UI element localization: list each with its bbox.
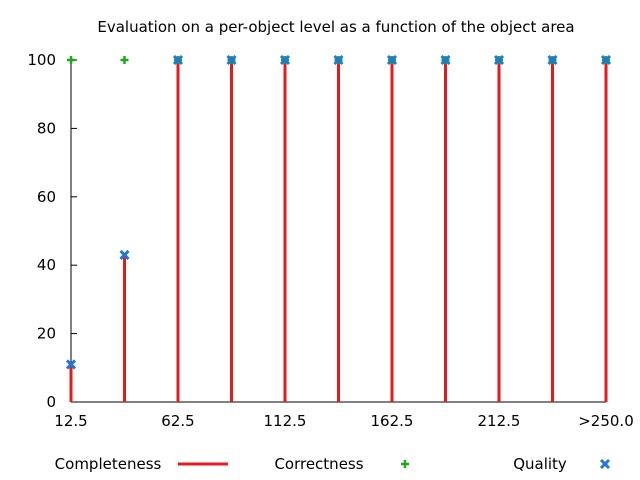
y-tick-label: 60 bbox=[37, 188, 56, 206]
marks-group bbox=[65, 54, 612, 402]
quality-point bbox=[547, 54, 558, 66]
quality-marker-b bbox=[600, 54, 612, 66]
quality-marker-b bbox=[279, 54, 291, 66]
quality-marker-b bbox=[386, 54, 398, 66]
quality-point bbox=[386, 54, 398, 66]
quality-point bbox=[440, 54, 451, 66]
legend-swatch-correctness bbox=[401, 460, 409, 468]
correctness-point bbox=[67, 56, 75, 64]
y-tick-label: 40 bbox=[37, 256, 56, 274]
quality-marker-b bbox=[119, 249, 130, 261]
legend-label-quality: Quality bbox=[513, 455, 567, 473]
x-tick-label: 162.5 bbox=[371, 412, 414, 430]
quality-point bbox=[119, 249, 130, 261]
x-tick-label: >250.0 bbox=[578, 412, 634, 430]
quality-point bbox=[333, 54, 344, 66]
quality-marker-b bbox=[493, 54, 505, 66]
y-tick-label: 0 bbox=[46, 393, 56, 411]
legend-cross-b bbox=[599, 458, 611, 470]
chart-title: Evaluation on a per-object level as a fu… bbox=[97, 18, 574, 36]
legend-swatch-quality bbox=[599, 458, 611, 470]
quality-marker-b bbox=[172, 54, 184, 66]
legend-label-correctness: Correctness bbox=[274, 455, 363, 473]
x-tick-label: 112.5 bbox=[264, 412, 307, 430]
y-tick-label: 20 bbox=[37, 325, 56, 343]
correctness-point bbox=[120, 56, 129, 64]
quality-point bbox=[600, 54, 612, 66]
legend-label-completeness: Completeness bbox=[55, 455, 162, 473]
x-tick-label: 62.5 bbox=[161, 412, 194, 430]
x-tick-label: 212.5 bbox=[478, 412, 521, 430]
quality-point bbox=[226, 54, 237, 66]
quality-point bbox=[279, 54, 291, 66]
y-tick-label: 100 bbox=[27, 51, 56, 69]
quality-marker-b bbox=[226, 54, 237, 66]
x-tick-label: 12.5 bbox=[54, 412, 87, 430]
quality-point bbox=[172, 54, 184, 66]
quality-point bbox=[65, 359, 77, 370]
y-tick-label: 80 bbox=[37, 119, 56, 137]
quality-marker-b bbox=[547, 54, 558, 66]
quality-marker-b bbox=[65, 359, 77, 370]
text-group: Evaluation on a per-object level as a fu… bbox=[27, 18, 633, 430]
quality-marker-b bbox=[333, 54, 344, 66]
quality-point bbox=[493, 54, 505, 66]
quality-marker-b bbox=[440, 54, 451, 66]
legend-group: Completeness Correctness Quality bbox=[55, 455, 611, 473]
